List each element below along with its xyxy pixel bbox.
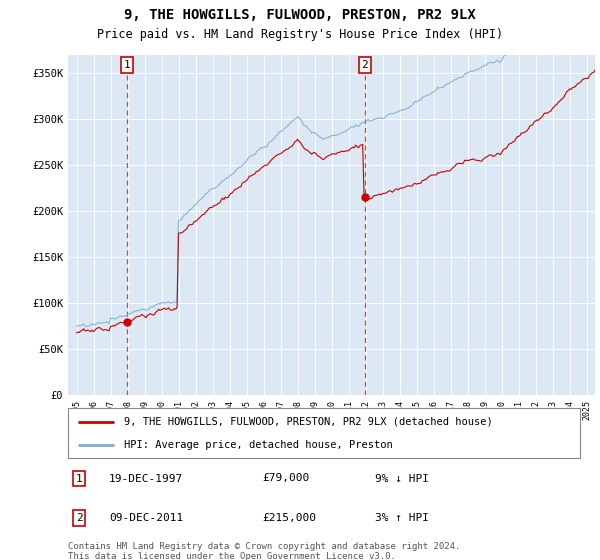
Text: Contains HM Land Registry data © Crown copyright and database right 2024.
This d: Contains HM Land Registry data © Crown c… (68, 542, 460, 560)
Text: £79,000: £79,000 (263, 474, 310, 483)
Text: 2: 2 (76, 514, 82, 523)
Text: Price paid vs. HM Land Registry's House Price Index (HPI): Price paid vs. HM Land Registry's House … (97, 28, 503, 41)
Text: 09-DEC-2011: 09-DEC-2011 (109, 514, 183, 523)
Text: 1: 1 (76, 474, 82, 483)
Text: 9, THE HOWGILLS, FULWOOD, PRESTON, PR2 9LX (detached house): 9, THE HOWGILLS, FULWOOD, PRESTON, PR2 9… (124, 417, 493, 427)
Text: HPI: Average price, detached house, Preston: HPI: Average price, detached house, Pres… (124, 440, 393, 450)
Text: 3% ↑ HPI: 3% ↑ HPI (375, 514, 429, 523)
Text: 1: 1 (124, 60, 130, 70)
Text: 9% ↓ HPI: 9% ↓ HPI (375, 474, 429, 483)
Text: £215,000: £215,000 (263, 514, 317, 523)
Text: 19-DEC-1997: 19-DEC-1997 (109, 474, 183, 483)
Text: 2: 2 (361, 60, 368, 70)
Text: 9, THE HOWGILLS, FULWOOD, PRESTON, PR2 9LX: 9, THE HOWGILLS, FULWOOD, PRESTON, PR2 9… (124, 8, 476, 22)
